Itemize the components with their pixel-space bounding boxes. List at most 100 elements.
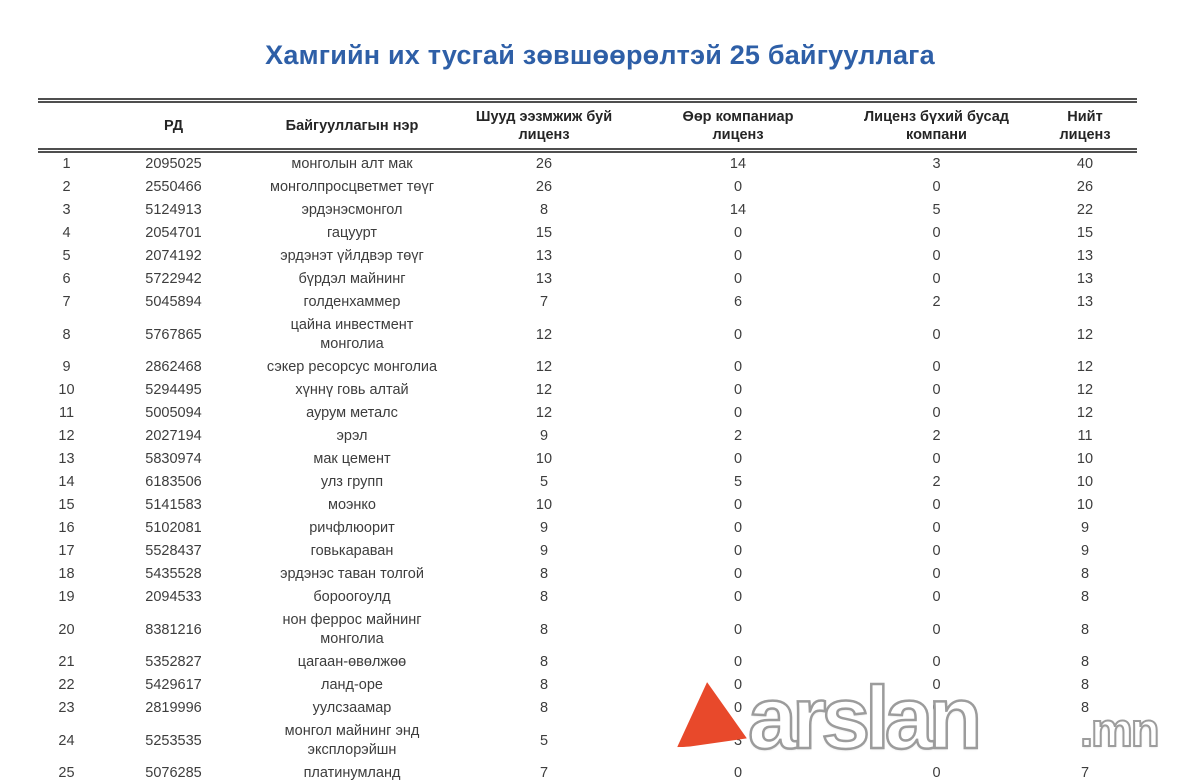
table-cell: 7 xyxy=(62,294,71,310)
table-cell: 0 xyxy=(932,566,941,582)
table-cell: 8 xyxy=(539,566,549,582)
table-cell: 23 xyxy=(58,700,75,716)
table-cell: 15 xyxy=(535,225,553,241)
table-cell xyxy=(840,720,1033,762)
table-cell: 0 xyxy=(932,359,941,375)
table-cell: 9 xyxy=(539,543,549,559)
table-row: 8 5767865 цайна инвестмент монголиа 12 0 0 12 xyxy=(38,314,1137,356)
table-cell: 9 xyxy=(539,520,549,536)
table-cell: 5 xyxy=(539,474,549,490)
table-cell: 5 xyxy=(62,248,71,264)
table-cell: 12 xyxy=(1076,359,1094,375)
table-row: 7 5045894 голденхаммер 7 6 2 13 xyxy=(38,291,1137,314)
table-cell: 5429617 xyxy=(145,677,202,693)
table-cell: 0 xyxy=(733,765,743,781)
table-cell: 16 xyxy=(58,520,75,536)
table-cell: бороогоулд xyxy=(313,589,391,605)
table-cell: 13 xyxy=(535,248,553,264)
table-cell: 12 xyxy=(535,382,553,398)
table-cell: 5830974 xyxy=(145,451,202,467)
table-cell: 0 xyxy=(932,543,941,559)
table-cell: 10 xyxy=(1076,474,1094,490)
table-cell: цагаан-өвөлжөө xyxy=(297,654,407,670)
table-row: 12 2027194 эрэл 9 2 2 11 xyxy=(38,425,1137,448)
table-cell: 25 xyxy=(58,765,75,781)
table-cell: 0 xyxy=(733,405,743,421)
table-cell: 1 xyxy=(62,156,71,172)
table-cell: 0 xyxy=(932,271,941,287)
table-cell: 2819996 xyxy=(145,700,202,716)
table-cell: 15 xyxy=(58,497,75,513)
table-cell: 5045894 xyxy=(145,294,202,310)
table-cell: 0 xyxy=(733,271,743,287)
table-cell: сэкер ресорсус монголиа xyxy=(266,359,438,375)
table-cell: 8 xyxy=(62,326,71,343)
table-cell: эрдэнэсмонгол xyxy=(301,202,403,218)
table-cell: 20 xyxy=(58,621,75,638)
table-cell: 5102081 xyxy=(145,520,202,536)
table-cell: цайна инвестмент монголиа xyxy=(290,317,414,352)
table-cell: 0 xyxy=(733,451,743,467)
table-cell: бүрдэл майнинг xyxy=(298,271,406,287)
table-cell: 5141583 xyxy=(145,497,202,513)
table-cell: 0 xyxy=(932,765,941,781)
table-row: 15 5141583 моэнко 10 0 0 10 xyxy=(38,494,1137,517)
table-row: 17 5528437 говькараван 9 0 0 9 xyxy=(38,540,1137,563)
table-cell: 11 xyxy=(58,405,75,421)
table-cell: 24 xyxy=(58,732,75,749)
table-cell: 8 xyxy=(1080,566,1090,582)
table-cell: 0 xyxy=(733,382,743,398)
table-row: 11 5005094 аурум металс 12 0 0 12 xyxy=(38,402,1137,425)
table-cell: монголпросцветмет төүг xyxy=(270,179,434,195)
table-cell: 19 xyxy=(58,589,75,605)
table-cell: 8 xyxy=(1080,589,1090,605)
table-cell: моэнко xyxy=(327,497,376,513)
table-cell: 9 xyxy=(539,428,549,444)
table-cell: 0 xyxy=(932,248,941,264)
table-cell: 0 xyxy=(932,382,941,398)
table-row: 22 5429617 ланд-оре 8 0 0 8 xyxy=(38,674,1137,697)
table-cell: 0 xyxy=(733,543,743,559)
table-cell: 12 xyxy=(1076,405,1094,421)
table-cell: 22 xyxy=(1076,202,1094,218)
table-cell: 5294495 xyxy=(145,382,202,398)
table-cell: 0 xyxy=(932,677,941,693)
table-cell: 8 xyxy=(539,654,549,670)
table-row: 25 5076285 платинумланд 7 0 0 7 xyxy=(38,762,1137,784)
table-cell: 0 xyxy=(733,225,743,241)
table-cell: 10 xyxy=(1076,451,1094,467)
table-cell: 10 xyxy=(535,497,553,513)
table-cell: 8 xyxy=(539,677,549,693)
table-cell: 14 xyxy=(729,202,747,218)
table-cell: 8 xyxy=(1080,621,1090,638)
table-cell: 5435528 xyxy=(145,566,202,582)
table-cell: 12 xyxy=(1076,326,1094,343)
table-cell: 0 xyxy=(733,326,743,343)
column-header-6: Нийт лиценз xyxy=(1033,100,1137,153)
table-row: 10 5294495 хүннү говь алтай 12 0 0 12 xyxy=(38,379,1137,402)
table-cell: 10 xyxy=(1076,497,1094,513)
table-cell: 6183506 xyxy=(145,474,202,490)
table-cell: 2 xyxy=(733,428,743,444)
table-cell: 2 xyxy=(932,294,941,310)
table-cell: 26 xyxy=(535,156,553,172)
table-row: 2 2550466 монголпросцветмет төүг 26 0 0 26 xyxy=(38,176,1137,199)
table-cell: эрдэнэс таван толгой xyxy=(280,566,424,582)
table-cell: 6 xyxy=(733,294,743,310)
table-cell: 0 xyxy=(733,566,743,582)
table-cell: 5722942 xyxy=(145,271,202,287)
table-cell: 0 xyxy=(932,700,941,716)
table-cell: 13 xyxy=(58,451,75,467)
column-header-1: РД xyxy=(95,100,252,153)
table-row: 3 5124913 эрдэнэсмонгол 8 14 5 22 xyxy=(38,199,1137,222)
table-cell: 0 xyxy=(932,589,941,605)
table-cell: говькараван xyxy=(310,543,394,559)
table-cell: 5528437 xyxy=(145,543,202,559)
table-cell: 14 xyxy=(729,156,747,172)
table-cell: 12 xyxy=(535,359,553,375)
column-header-0 xyxy=(38,100,95,153)
table-cell: 14 xyxy=(58,474,75,490)
table-cell: 4 xyxy=(62,225,71,241)
table-cell: 0 xyxy=(733,654,743,670)
table-cell: 9 xyxy=(1080,520,1090,536)
